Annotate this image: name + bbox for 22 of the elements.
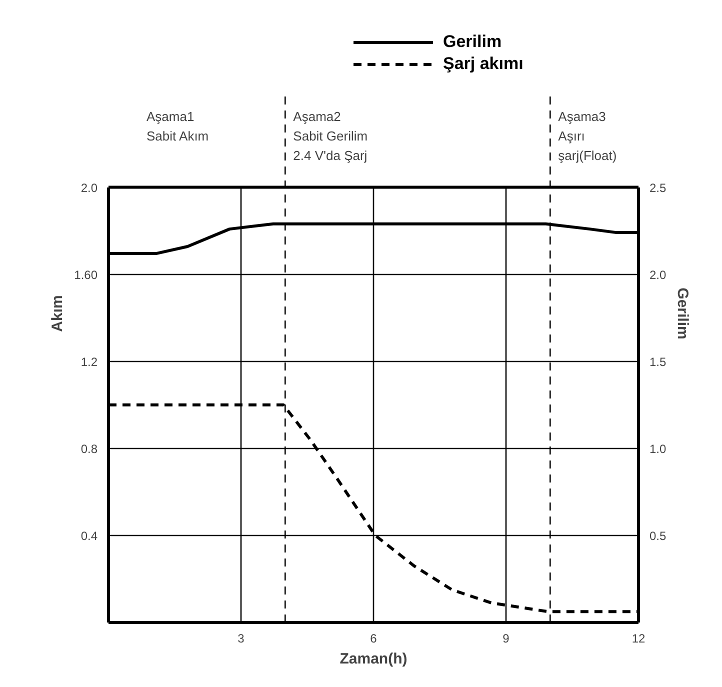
y2-tick-label: 2.5 (650, 180, 667, 195)
text: Aşama3 Aşırı şarj(Float) (558, 108, 617, 163)
y2-tick-label: 1.5 (650, 354, 667, 369)
text: Aşama2 Sabit Gerilim 2.4 V'da Şarj (293, 108, 368, 163)
x-tick-label: 12 (632, 632, 646, 646)
y2-tick-label: 2.0 (650, 268, 667, 282)
y2-axis-title: Gerilim (674, 288, 692, 340)
y-axis-title: Akım (49, 295, 66, 332)
x-tick-label: 9 (502, 632, 510, 646)
text: Aşama1 Sabit Akım (146, 108, 209, 144)
x-axis-title: Zaman(h) (340, 650, 408, 668)
x-tick-label: 6 (370, 632, 378, 646)
y-tick-label: 1.2 (80, 354, 98, 369)
legend-label: Şarj akımı (443, 54, 524, 74)
y2-tick-label: 0.5 (650, 528, 667, 543)
y-tick-label: 1.60 (74, 268, 98, 282)
y2-tick-label: 1.0 (650, 442, 667, 456)
y-tick-label: 2.0 (80, 180, 98, 195)
x-tick-label: 3 (238, 632, 245, 646)
y-tick-label: 0.4 (80, 528, 98, 543)
legend-label: Gerilim (443, 32, 502, 52)
y-tick-label: 0.8 (80, 442, 98, 456)
